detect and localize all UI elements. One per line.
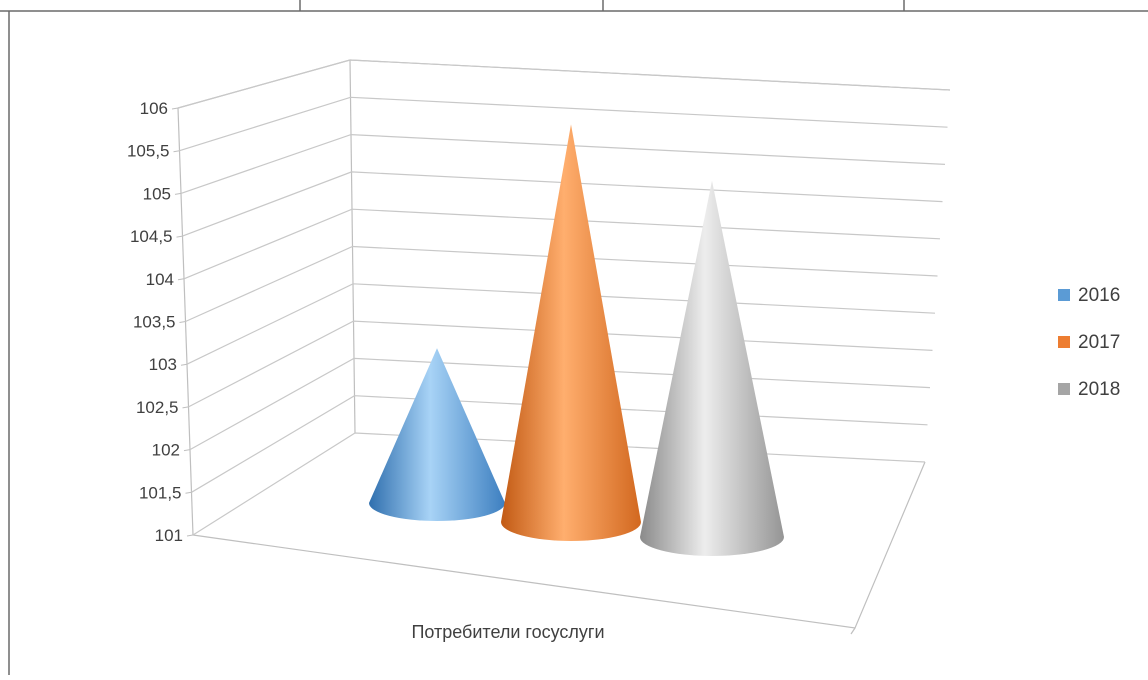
tick-mark xyxy=(177,278,185,281)
cone-2017 xyxy=(501,124,641,541)
tick-mark xyxy=(185,491,192,494)
y-tick-label: 102,5 xyxy=(136,398,179,417)
y-tick-label: 101,5 xyxy=(139,483,182,502)
legend-item-2016: 2016 xyxy=(1058,285,1120,306)
tick-mark xyxy=(176,235,183,238)
tick-mark xyxy=(173,150,180,153)
legend-swatch xyxy=(1058,336,1070,348)
legend-item-2018: 2018 xyxy=(1058,379,1120,400)
tick-mark xyxy=(180,363,188,366)
legend-label: 2016 xyxy=(1078,285,1120,306)
gridline xyxy=(179,96,948,152)
floor-corner-tick xyxy=(850,627,856,635)
gridline xyxy=(183,208,941,280)
y-tick-label: 103,5 xyxy=(133,313,176,332)
y-tick-label: 101 xyxy=(155,526,183,545)
cone-body xyxy=(369,348,505,521)
gridline xyxy=(186,283,936,365)
y-tick-label: 104,5 xyxy=(130,227,173,246)
legend-item-2017: 2017 xyxy=(1058,332,1120,353)
tick-mark xyxy=(171,107,179,110)
legend-swatch xyxy=(1058,383,1070,395)
category-label: Потребители госуслуги xyxy=(411,622,604,642)
gridline xyxy=(185,245,938,323)
legend: 2016 2017 2018 xyxy=(1058,285,1120,400)
y-axis-tick-labels: 101 101,5 102 102,5 103 103,5 104 104,5 105 105,5… xyxy=(127,99,183,545)
cone-body xyxy=(501,124,641,541)
cones xyxy=(369,124,784,556)
cone-2016 xyxy=(369,348,505,521)
y-tick-label: 103 xyxy=(149,355,177,374)
tick-mark xyxy=(183,449,191,452)
y-tick-label: 102 xyxy=(152,441,180,460)
tick-mark xyxy=(179,321,186,323)
tick-mark xyxy=(186,534,194,537)
gridline xyxy=(177,59,951,109)
tick-mark xyxy=(174,192,182,195)
y-tick-label: 106 xyxy=(140,99,168,118)
cone-body xyxy=(640,180,784,556)
gridline xyxy=(180,133,946,194)
y-tick-label: 105,5 xyxy=(127,142,170,161)
y-tick-label: 104 xyxy=(146,270,174,289)
legend-label: 2017 xyxy=(1078,332,1120,353)
legend-label: 2018 xyxy=(1078,379,1120,400)
legend-swatch xyxy=(1058,289,1070,301)
gridline xyxy=(182,171,943,237)
y-tick-label: 105 xyxy=(143,184,171,203)
cone-2018 xyxy=(640,180,784,556)
tick-mark xyxy=(182,406,189,409)
